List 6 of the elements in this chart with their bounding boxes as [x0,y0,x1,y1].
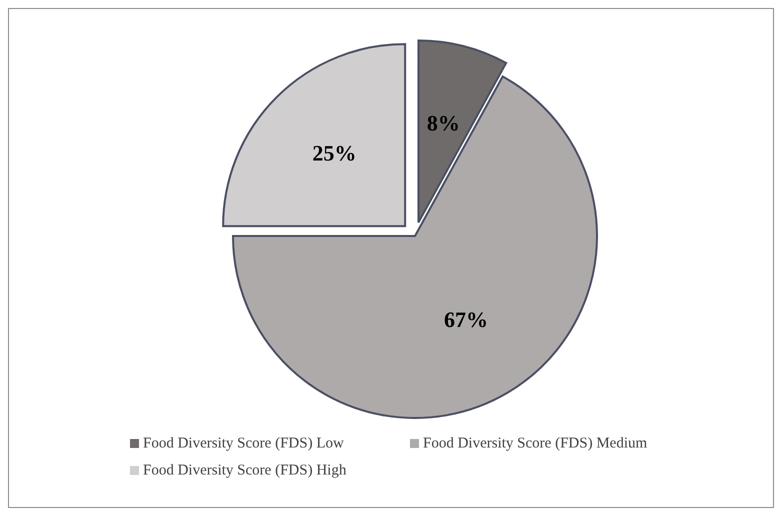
data-label: 8% [426,110,460,136]
legend-label: Food Diversity Score (FDS) Low [143,435,344,452]
legend-label: Food Diversity Score (FDS) Medium [423,435,648,452]
data-label: 67% [444,307,488,332]
legend-label: Food Diversity Score (FDS) High [143,462,347,478]
data-label: 25% [312,140,356,166]
